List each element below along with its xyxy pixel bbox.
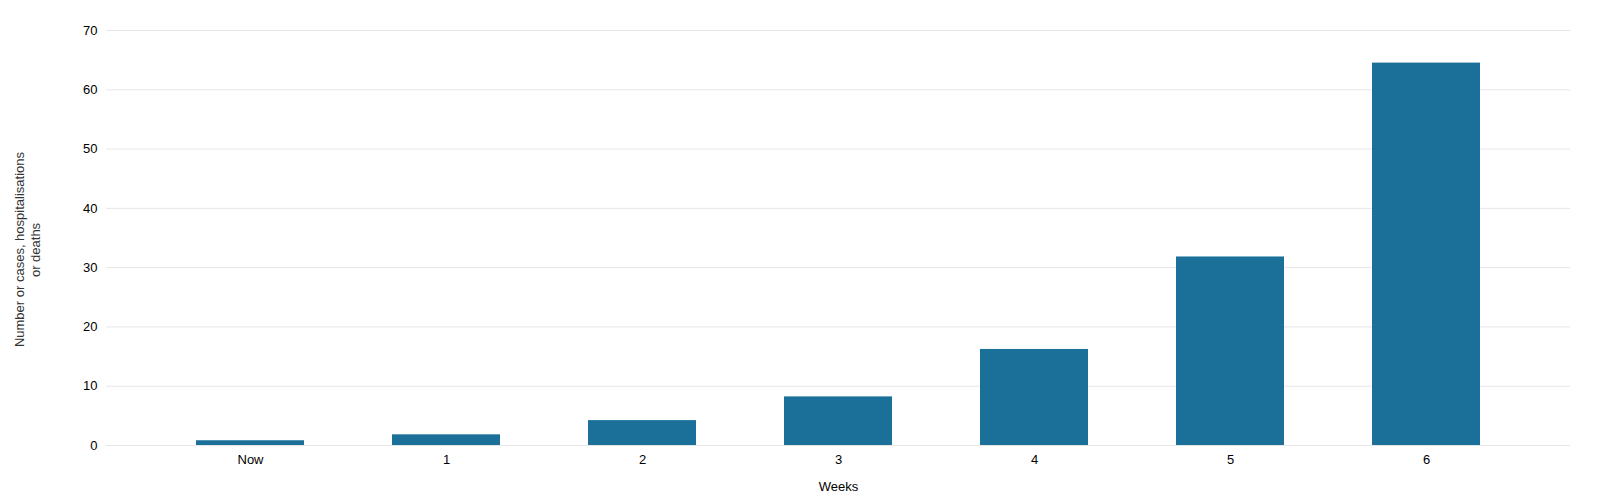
svg-text:Weeks: Weeks (819, 479, 859, 494)
svg-text:70: 70 (83, 23, 97, 38)
svg-text:50: 50 (83, 141, 97, 156)
svg-text:6: 6 (1423, 452, 1430, 467)
svg-text:40: 40 (83, 201, 97, 216)
svg-text:20: 20 (83, 319, 97, 334)
svg-text:1: 1 (443, 452, 450, 467)
svg-text:Now: Now (237, 452, 264, 467)
svg-text:5: 5 (1227, 452, 1234, 467)
svg-text:10: 10 (83, 378, 97, 393)
svg-text:3: 3 (835, 452, 842, 467)
svg-text:60: 60 (83, 82, 97, 97)
svg-text:4: 4 (1031, 452, 1038, 467)
svg-text:0: 0 (90, 438, 97, 453)
svg-text:30: 30 (83, 260, 97, 275)
html-text:Number or cases, hospitalisati: Number or cases, hospitalisations or dea… (11, 152, 43, 348)
svg-text:2: 2 (639, 452, 646, 467)
